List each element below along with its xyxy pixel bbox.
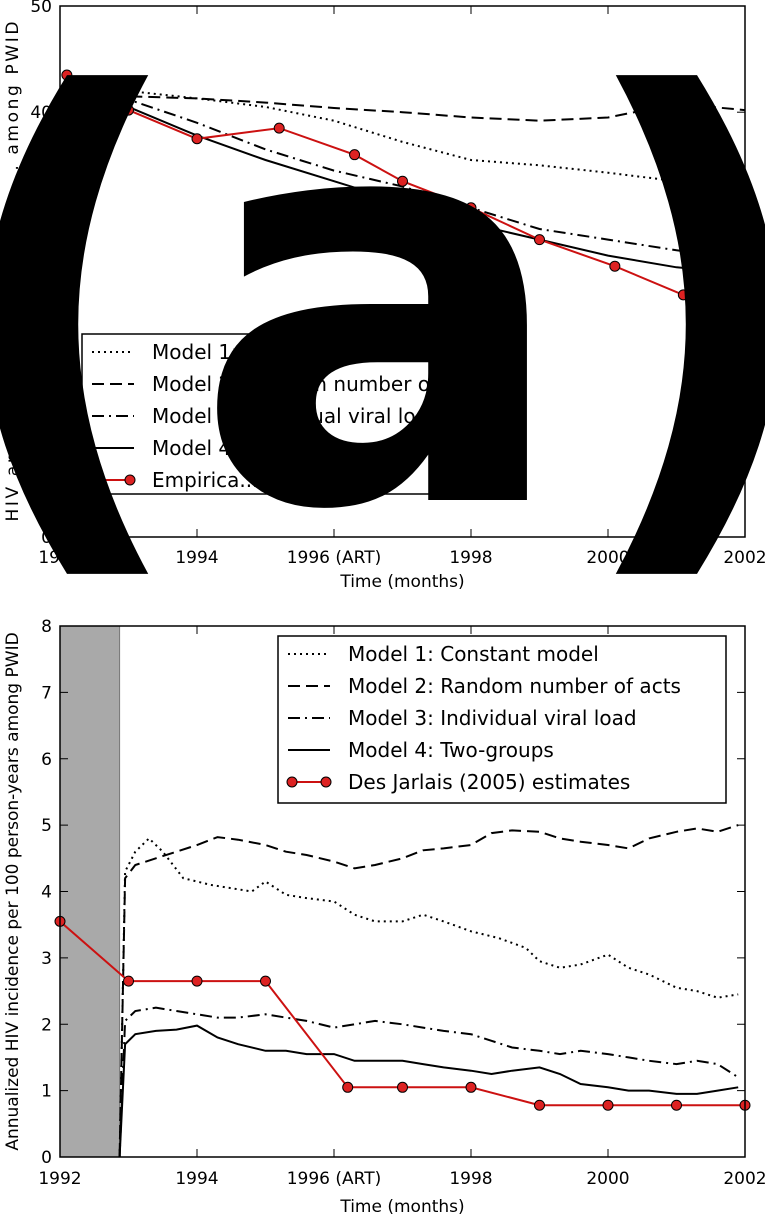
data-point-empirical — [609, 260, 621, 272]
x-tick-label: 1994 — [175, 1169, 218, 1189]
legend-marker — [124, 474, 136, 486]
x-tick-label: 1998 — [449, 548, 492, 568]
series-line-model-4 — [94, 95, 745, 275]
legend-marker — [286, 776, 298, 788]
y-tick-label: 2 — [41, 1015, 52, 1035]
x-tick-label: 1998 — [449, 1169, 492, 1189]
data-point-empirical — [342, 1081, 354, 1093]
y-tick-label: 50 — [30, 0, 52, 17]
y-tick-label: 30 — [30, 209, 52, 229]
legend-label: Model 4: Two-groups — [348, 738, 554, 762]
data-point-empirical — [123, 104, 134, 116]
x-tick-label: 1996 (ART) — [287, 1169, 382, 1189]
y-tick-label: 0 — [41, 1148, 52, 1168]
x-tick-label: 2002 — [723, 1169, 765, 1189]
series-line-model-2 — [94, 95, 745, 122]
data-point-empirical — [671, 1099, 682, 1111]
legend-box — [277, 635, 727, 804]
y-tick-label: 0 — [41, 528, 52, 548]
legend-marker — [320, 776, 332, 788]
legend-label: Model 2: Random number of acts — [348, 674, 681, 698]
legend-marker — [90, 474, 102, 486]
data-point-empirical — [349, 149, 361, 161]
x-tick-label: 2000 — [586, 548, 629, 568]
x-tick-label: 1992 — [38, 548, 81, 568]
legend-label: Model 4: Two-groups — [152, 436, 358, 460]
y-tick-label: 4 — [41, 883, 52, 903]
legend-label: Model 2: Random number of acts — [152, 372, 485, 396]
data-point-empirical — [602, 1099, 614, 1111]
y-tick-label: 7 — [41, 683, 52, 703]
data-point-empirical — [273, 122, 285, 134]
legend-label: Model 3: Individual viral load — [152, 404, 441, 428]
y-tick-label: 40 — [30, 103, 52, 123]
legend-label: Model 1: Constant model — [348, 642, 599, 666]
series-line-empirical — [60, 920, 745, 1107]
data-point-empirical — [397, 175, 408, 187]
legend-label: Model 3: Individual viral load — [348, 706, 637, 730]
x-tick-label: 1996 (ART) — [287, 548, 382, 568]
data-point-empirical — [123, 975, 134, 987]
shaded-region — [59, 625, 121, 1158]
y-axis-label: Annualized HIV incidence per 100 person-… — [3, 632, 23, 1150]
data-point-empirical — [534, 1099, 545, 1111]
y-tick-label: 3 — [41, 949, 52, 969]
x-tick-label: 1992 — [38, 1169, 81, 1189]
y-tick-label: 1 — [41, 1082, 52, 1102]
series-line-model-2 — [118, 824, 739, 1157]
x-tick-label: 1994 — [175, 548, 218, 568]
x-tick-label: 2002 — [723, 548, 765, 568]
series-line-model-1 — [118, 837, 739, 1157]
data-point-empirical — [534, 234, 545, 246]
data-point-empirical — [191, 975, 203, 987]
x-tick-label: 2000 — [586, 1169, 629, 1189]
legend-label: Des Jarlais (2005) estimates — [348, 770, 630, 794]
panel-overlay-label: (a) — [0, 0, 765, 633]
series-line-model-3 — [118, 1006, 739, 1157]
data-point-empirical — [191, 133, 203, 145]
y-tick-label: 6 — [41, 750, 52, 770]
y-tick-label: 8 — [41, 617, 52, 637]
legend-box — [81, 333, 523, 495]
data-point-empirical — [260, 975, 271, 987]
x-axis-label: Time (months) — [339, 572, 464, 592]
y-tick-label: 20 — [30, 316, 52, 336]
x-axis-label: Time (months) — [339, 1197, 464, 1217]
y-tick-label: 5 — [41, 816, 52, 836]
data-point-empirical — [465, 1081, 477, 1093]
plot-frame — [59, 5, 746, 538]
y-tick-label: 10 — [30, 422, 52, 442]
legend-label: Empirica... — [152, 468, 258, 492]
data-point-empirical — [61, 69, 73, 81]
data-point-empirical — [397, 1081, 408, 1093]
legend-label: Model 1: Constant model — [152, 340, 403, 364]
data-point-empirical — [677, 289, 689, 301]
data-point-empirical — [465, 202, 477, 214]
chart-panel-bottom: 1992 1994 1996 (ART) 1998 2000 2002 0 1 2 3 4 5 6 7 8 T… — [3, 617, 765, 1217]
series-line-model-4 — [118, 1024, 739, 1157]
